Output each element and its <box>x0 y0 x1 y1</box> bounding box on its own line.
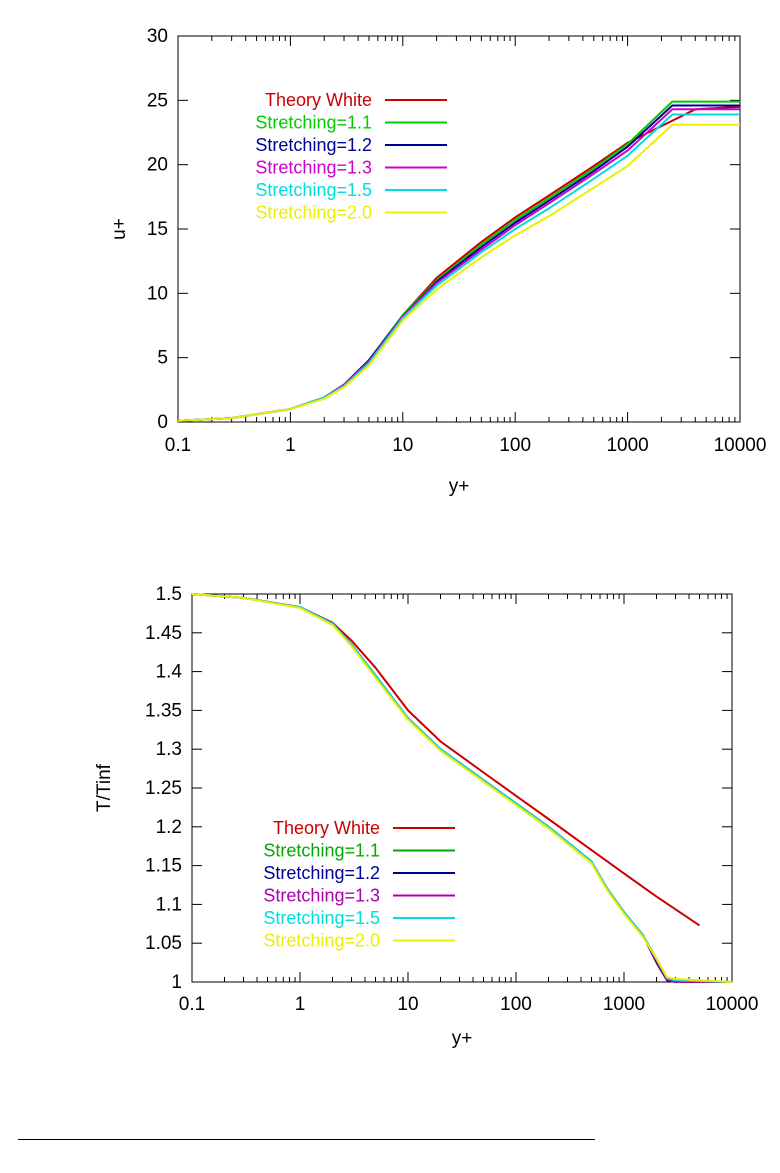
x-tick-label: 10000 <box>714 435 767 456</box>
legend-label-6: Stretching=2.0 <box>255 203 372 223</box>
plot-frame <box>177 35 741 423</box>
y-tick-label: 1.5 <box>156 584 182 605</box>
legend-label-5: Stretching=1.5 <box>263 908 380 928</box>
legend-label-4: Stretching=1.3 <box>263 886 380 906</box>
y-tick-label: 30 <box>147 26 168 47</box>
x-tick-label: 10 <box>392 435 413 456</box>
y-tick-label: 1.05 <box>145 933 182 954</box>
legend-label-5: Stretching=1.5 <box>255 180 372 200</box>
legend-label-1: Theory White <box>273 818 380 838</box>
y-axis-label: T/Tinf <box>94 763 115 812</box>
y-axis-label: u+ <box>109 218 130 240</box>
legend-label-2: Stretching=1.1 <box>263 841 380 861</box>
y-tick-label: 1.1 <box>156 894 182 915</box>
y-tick-label: 10 <box>147 283 168 304</box>
y-tick-label: 1.2 <box>156 817 182 838</box>
x-tick-label: 100 <box>500 994 532 1015</box>
y-tick-label: 1.4 <box>156 662 183 683</box>
y-tick-label: 20 <box>147 155 168 176</box>
x-tick-label: 1 <box>285 435 296 456</box>
x-tick-label: 1000 <box>603 994 645 1015</box>
x-tick-label: 0.1 <box>165 435 191 456</box>
legend-label-3: Stretching=1.2 <box>263 863 380 883</box>
x-tick-label: 10000 <box>706 994 759 1015</box>
y-tick-label: 25 <box>147 90 168 111</box>
legend-label-1: Theory White <box>265 90 372 110</box>
x-tick-label: 100 <box>499 435 531 456</box>
x-tick-label: 1 <box>295 994 306 1015</box>
y-tick-label: 15 <box>147 219 168 240</box>
series-line-6 <box>177 123 740 422</box>
legend-label-2: Stretching=1.1 <box>255 113 372 133</box>
y-tick-label: 1.35 <box>145 700 182 721</box>
y-tick-label: 1 <box>171 972 182 993</box>
chart-temperature-ratio: 0.1 1 10 100 1000 1000011.051.11.151.21.251.3… <box>94 584 759 1049</box>
y-tick-label: 1.45 <box>145 623 182 644</box>
y-tick-label: 1.15 <box>145 856 182 877</box>
x-axis-label: y+ <box>452 1028 473 1049</box>
legend-label-6: Stretching=2.0 <box>263 931 380 951</box>
y-tick-label: 0 <box>157 412 168 433</box>
x-axis-label: y+ <box>449 476 470 497</box>
y-tick-label: 1.3 <box>156 739 182 760</box>
footnote-rule <box>18 1139 595 1140</box>
x-tick-label: 0.1 <box>179 994 205 1015</box>
x-tick-label: 10 <box>397 994 418 1015</box>
legend-label-3: Stretching=1.2 <box>255 135 372 155</box>
legend-label-4: Stretching=1.3 <box>255 158 372 178</box>
y-tick-label: 5 <box>157 348 168 369</box>
x-tick-label: 1000 <box>606 435 648 456</box>
y-tick-label: 1.25 <box>145 778 182 799</box>
series-line-6 <box>191 593 733 983</box>
chart-u-plus: 0.1 1 10 100 1000 10000 0 5 10 15 20 25 30 y+ u+ Theory… <box>109 26 767 497</box>
